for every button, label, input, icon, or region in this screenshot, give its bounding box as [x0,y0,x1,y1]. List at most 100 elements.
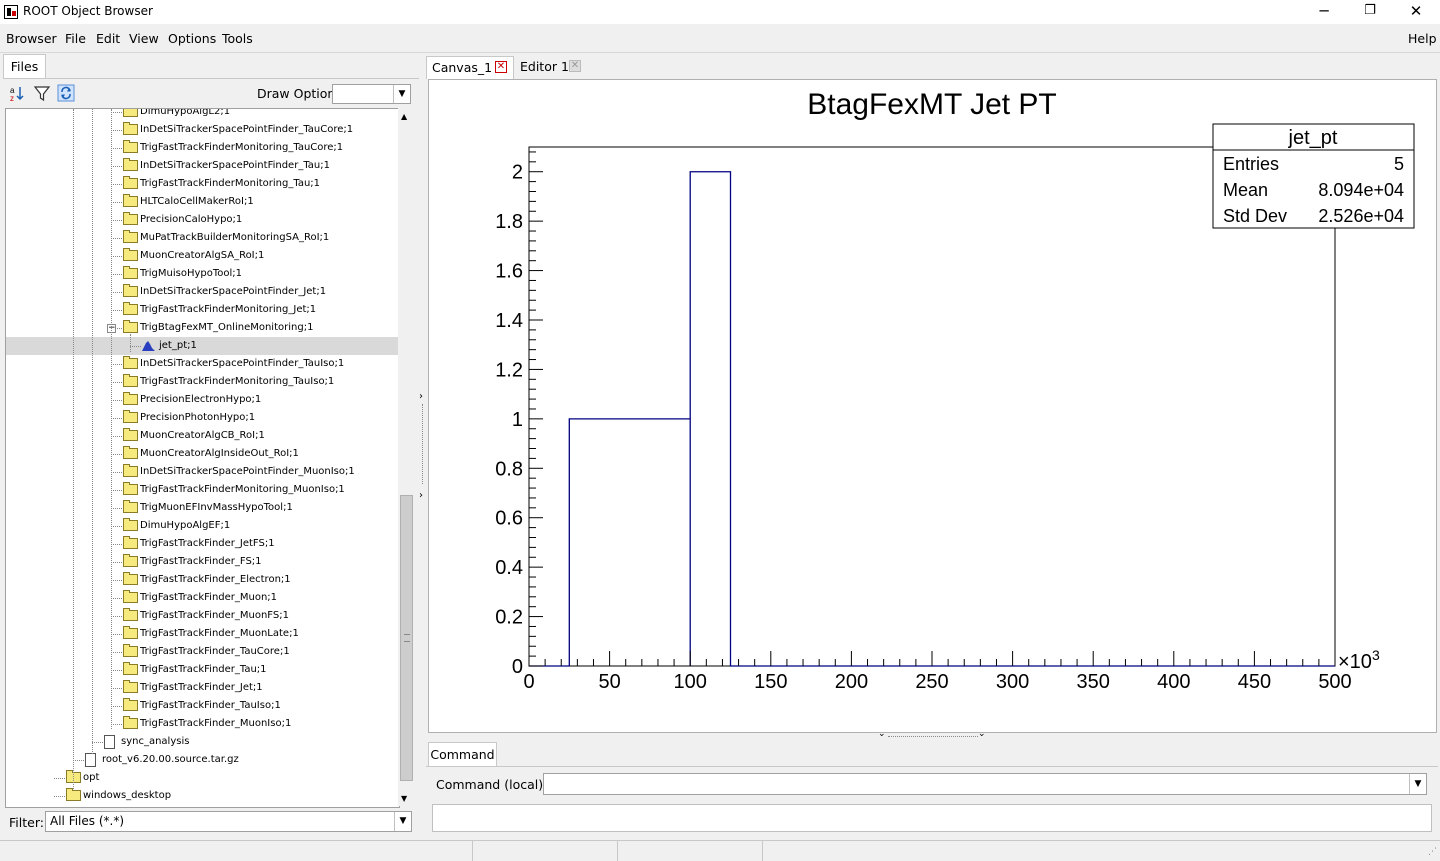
stats-mean-label: Mean [1223,180,1268,200]
scroll-down-icon[interactable]: ▼ [401,794,408,803]
tree-item[interactable]: MuonCreatorAlgSA_RoI;1 [6,247,399,265]
tree-item-label: InDetSiTrackerSpacePointFinder_TauCore;1 [140,124,354,135]
close-window-button[interactable]: ✕ [1409,2,1423,20]
tree-item[interactable]: TrigMuonEFInvMassHypoTool;1 [6,499,399,517]
tree-item[interactable]: InDetSiTrackerSpacePointFinder_TauCore;1 [6,121,399,139]
menu-view[interactable]: View [129,31,159,46]
x-tick-label: 100 [674,671,707,693]
tree-connector [111,202,122,203]
tree-item[interactable]: HLTCaloCellMakerRoI;1 [6,193,399,211]
scroll-up-icon[interactable]: ▲ [401,112,408,121]
tab-editor[interactable]: Editor 1 ✕ [514,56,584,78]
folder-icon [123,230,138,243]
tree-item[interactable]: TrigFastTrackFinder_Jet;1 [6,679,399,697]
y-tick-label: 0.8 [495,458,523,480]
tree-item[interactable]: PrecisionCaloHypo;1 [6,211,399,229]
tree-item[interactable]: MuonCreatorAlgInsideOut_RoI;1 [6,445,399,463]
tree-item[interactable]: MuonCreatorAlgCB_RoI;1 [6,427,399,445]
command-input[interactable]: ▼ [543,773,1427,795]
chevron-down-icon[interactable]: ▼ [1409,774,1426,794]
tree-item[interactable]: PrecisionPhotonHypo;1 [6,409,399,427]
chevron-down-icon[interactable]: ▼ [394,812,411,831]
title-bar: ROOT Object Browser ─ ❐ ✕ [0,0,1440,24]
tree-item-label: TrigBtagFexMT_OnlineMonitoring;1 [140,322,314,333]
close-icon[interactable]: ✕ [569,60,581,72]
tree-item[interactable]: TrigFastTrackFinder_TauCore;1 [6,643,399,661]
x-tick-label: 300 [996,671,1029,693]
tree-item[interactable]: TrigFastTrackFinder_JetFS;1 [6,535,399,553]
tree-item[interactable]: TrigFastTrackFinder_FS;1 [6,553,399,571]
resize-grip-icon[interactable]: ⋰ [1428,847,1437,857]
y-tick-label: 1.4 [495,310,523,332]
menu-tools[interactable]: Tools [222,31,253,46]
tree-scroll-thumb[interactable] [400,495,413,781]
x-exponent-power: 3 [1372,647,1380,663]
tree-item[interactable]: TrigFastTrackFinderMonitoring_Jet;1 [6,301,399,319]
menu-file[interactable]: File [65,31,86,46]
tree-item[interactable]: MuPatTrackBuilderMonitoringSA_RoI;1 [6,229,399,247]
menu-help[interactable]: Help [1408,31,1437,46]
tree-connector [111,472,122,473]
menu-options[interactable]: Options [168,31,217,46]
tree-item[interactable]: InDetSiTrackerSpacePointFinder_MuonIso;1 [6,463,399,481]
folder-icon [123,608,138,621]
refresh-icon[interactable] [57,84,75,102]
horizontal-splitter[interactable]: ⌄ ⌄ [878,729,988,740]
tree-item[interactable]: windows_desktop [6,787,399,805]
chevron-right-icon[interactable]: › [419,391,423,402]
tree-item[interactable]: root_v6.20.00.source.tar.gz [6,751,399,769]
draw-option-select[interactable]: ▼ [332,84,411,104]
tree-item[interactable]: sync_analysis [6,733,399,751]
folder-icon [123,716,138,729]
tree-item[interactable]: TrigMuisoHypoTool;1 [6,265,399,283]
tree-item[interactable]: DimuHypoAlgL2;1 [6,109,399,121]
tree-item[interactable]: TrigFastTrackFinder_MuonIso;1 [6,715,399,733]
tree-item[interactable]: TrigFastTrackFinder_TauIso;1 [6,697,399,715]
tree-item-histogram[interactable]: jet_pt;1 [6,337,399,355]
tree-item[interactable]: InDetSiTrackerSpacePointFinder_Jet;1 [6,283,399,301]
tree-item[interactable]: TrigFastTrackFinderMonitoring_MuonIso;1 [6,481,399,499]
tree-item[interactable]: opt [6,769,399,787]
file-browser-panel [3,78,419,807]
tree-connector [111,220,122,221]
folder-icon [123,680,138,693]
y-tick-label: 2 [512,162,523,184]
tab-files[interactable]: Files [3,54,46,79]
tree-item[interactable]: TrigFastTrackFinderMonitoring_Tau;1 [6,175,399,193]
tree-item[interactable]: TrigFastTrackFinder_MuonFS;1 [6,607,399,625]
tree-item[interactable]: TrigFastTrackFinderMonitoring_TauCore;1 [6,139,399,157]
x-exponent-label: ×103 [1338,647,1380,673]
canvas-area[interactable]: BtagFexMT Jet PT 0 0.2 0.4 0.6 0.8 1 1.2 1.4 1.6… [428,79,1437,733]
panel-splitter[interactable]: › › [419,54,426,838]
restore-button[interactable]: ❐ [1364,3,1376,18]
chevron-down-icon[interactable]: ▼ [393,85,410,103]
tree-connector [73,760,84,761]
tree-connector [111,328,122,329]
menu-browser[interactable]: Browser [6,31,57,46]
tab-canvas[interactable]: Canvas_1 ✕ [426,56,514,79]
tree-item[interactable]: TrigFastTrackFinder_Electron;1 [6,571,399,589]
tree-item[interactable]: − TrigBtagFexMT_OnlineMonitoring;1 [6,319,399,337]
command-output[interactable] [432,804,1432,832]
chevron-down-icon[interactable]: ⌄ [978,729,986,739]
tab-command[interactable]: Command [428,742,497,767]
chevron-down-icon[interactable]: ⌄ [878,729,886,739]
tree-item[interactable]: TrigFastTrackFinder_Muon;1 [6,589,399,607]
tree-item[interactable]: InDetSiTrackerSpacePointFinder_Tau;1 [6,157,399,175]
tree-item[interactable]: PrecisionElectronHypo;1 [6,391,399,409]
close-icon[interactable]: ✕ [495,61,507,73]
tree-item[interactable]: TrigFastTrackFinder_MuonLate;1 [6,625,399,643]
filter-select[interactable]: All Files (*.*) ▼ [45,811,412,832]
file-icon [104,735,115,749]
y-tick-label: 1 [512,409,523,431]
chevron-right-icon[interactable]: › [419,490,423,501]
histogram-chart[interactable]: BtagFexMT Jet PT 0 0.2 0.4 0.6 0.8 1 1.2 1.4 1.6… [429,80,1436,732]
menu-edit[interactable]: Edit [96,31,121,46]
filter-icon[interactable] [33,84,51,102]
tree-item[interactable]: TrigFastTrackFinder_Tau;1 [6,661,399,679]
tree-item[interactable]: DimuHypoAlgEF;1 [6,517,399,535]
tree-item[interactable]: InDetSiTrackerSpacePointFinder_TauIso;1 [6,355,399,373]
tree-item[interactable]: TrigFastTrackFinderMonitoring_TauIso;1 [6,373,399,391]
minimize-button[interactable]: ─ [1319,2,1329,20]
